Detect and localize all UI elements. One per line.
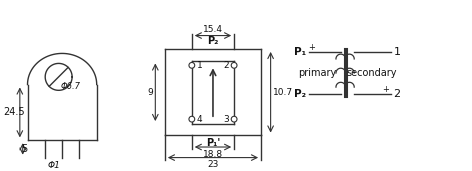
Text: 24.5: 24.5 (3, 107, 25, 117)
Text: 1: 1 (197, 61, 202, 70)
Text: Φ1: Φ1 (48, 161, 61, 170)
Text: secondary: secondary (346, 68, 397, 78)
Text: 15.4: 15.4 (203, 25, 223, 34)
Text: 9: 9 (148, 88, 153, 97)
Text: P₂: P₂ (294, 89, 306, 99)
Text: P₁: P₁ (294, 47, 306, 57)
Circle shape (231, 116, 237, 122)
Text: 18.8: 18.8 (203, 150, 223, 159)
Text: 10.7: 10.7 (272, 88, 293, 97)
Text: +: + (309, 43, 315, 52)
Text: P₂: P₂ (207, 36, 219, 46)
Text: 2: 2 (394, 89, 401, 99)
Text: 1: 1 (394, 47, 401, 57)
Circle shape (189, 116, 195, 122)
Text: +: + (382, 85, 389, 94)
Text: 5: 5 (21, 144, 27, 154)
Circle shape (231, 62, 237, 68)
Text: 23: 23 (207, 160, 219, 169)
Text: primary: primary (299, 68, 337, 78)
Text: P₁': P₁' (206, 138, 220, 148)
Text: Φ6.7: Φ6.7 (60, 82, 81, 91)
Text: 2: 2 (224, 61, 229, 70)
Text: 3: 3 (224, 115, 229, 124)
Text: 4: 4 (197, 115, 202, 124)
Circle shape (189, 62, 195, 68)
